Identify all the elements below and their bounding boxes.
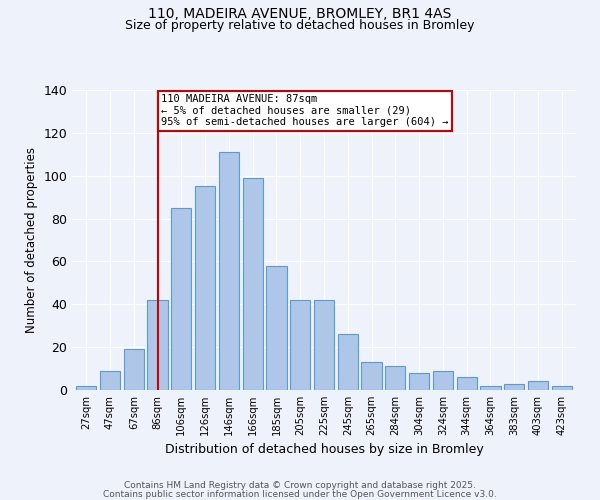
- Text: 110, MADEIRA AVENUE, BROMLEY, BR1 4AS: 110, MADEIRA AVENUE, BROMLEY, BR1 4AS: [148, 8, 452, 22]
- Bar: [100, 370, 120, 390]
- Bar: [266, 266, 287, 390]
- Bar: [124, 350, 144, 390]
- Bar: [481, 386, 500, 390]
- Text: Contains HM Land Registry data © Crown copyright and database right 2025.: Contains HM Land Registry data © Crown c…: [124, 481, 476, 490]
- Text: 110 MADEIRA AVENUE: 87sqm
← 5% of detached houses are smaller (29)
95% of semi-d: 110 MADEIRA AVENUE: 87sqm ← 5% of detach…: [161, 94, 449, 128]
- Text: Distribution of detached houses by size in Bromley: Distribution of detached houses by size …: [164, 442, 484, 456]
- Bar: [528, 382, 548, 390]
- Bar: [219, 152, 239, 390]
- Bar: [504, 384, 524, 390]
- Bar: [385, 366, 406, 390]
- Y-axis label: Number of detached properties: Number of detached properties: [25, 147, 38, 333]
- Bar: [433, 370, 453, 390]
- Bar: [290, 300, 310, 390]
- Bar: [314, 300, 334, 390]
- Bar: [242, 178, 263, 390]
- Bar: [148, 300, 167, 390]
- Text: Contains public sector information licensed under the Open Government Licence v3: Contains public sector information licen…: [103, 490, 497, 499]
- Bar: [457, 377, 477, 390]
- Text: Size of property relative to detached houses in Bromley: Size of property relative to detached ho…: [125, 19, 475, 32]
- Bar: [195, 186, 215, 390]
- Bar: [551, 386, 572, 390]
- Bar: [409, 373, 429, 390]
- Bar: [76, 386, 97, 390]
- Bar: [171, 208, 191, 390]
- Bar: [338, 334, 358, 390]
- Bar: [361, 362, 382, 390]
